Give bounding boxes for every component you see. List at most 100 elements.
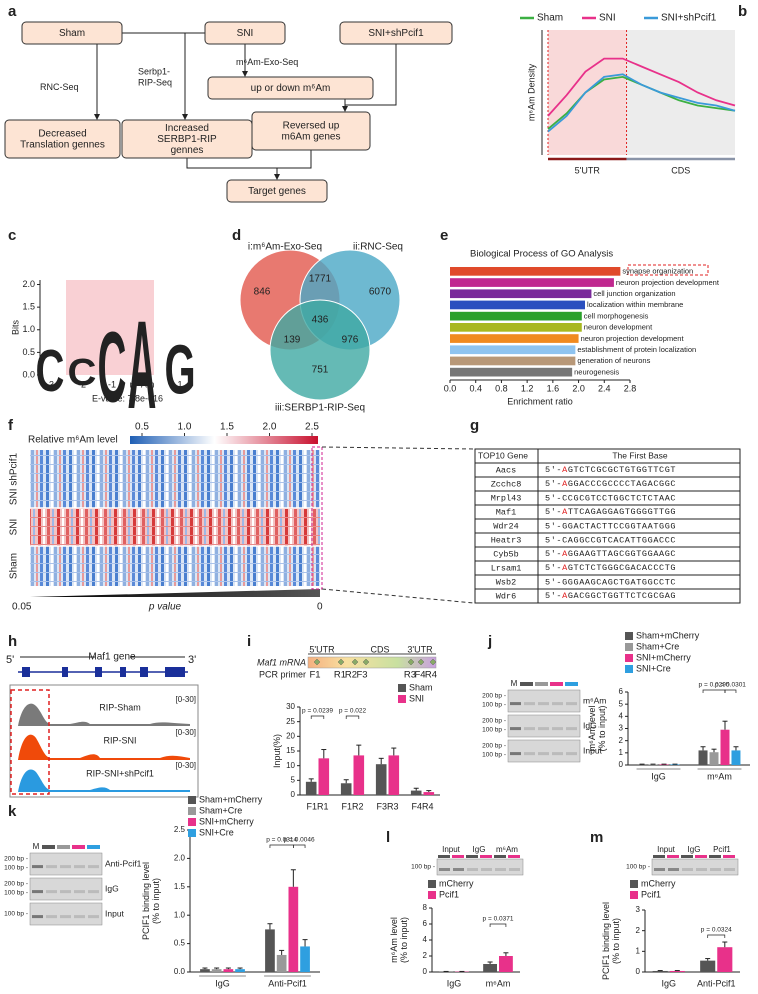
bar [410, 790, 422, 795]
panel-label: d [232, 227, 241, 244]
bar [731, 750, 741, 765]
y-axis-label: Input(%) [272, 734, 282, 768]
y-tick-label: 0 [636, 967, 641, 976]
venn-set [269, 299, 371, 401]
band [439, 868, 450, 871]
region-shade [548, 30, 627, 155]
primer: F4 [414, 670, 425, 681]
band [552, 727, 563, 731]
bar-category: synapse organization [622, 267, 693, 276]
table-cell: 5'-AGACGGCTGGTTCTCGCGAG [545, 591, 676, 601]
y-tick-label: 0.5 [22, 347, 35, 357]
x-tick-label: F4R4 [411, 801, 433, 811]
legend-label: Pcif1 [439, 889, 459, 899]
band [524, 702, 535, 706]
flow-node [226, 179, 328, 203]
band [538, 752, 549, 756]
heatmap-group: SNI shPcif1 [9, 452, 20, 505]
blot [436, 858, 524, 876]
table-header: The First Base [612, 450, 668, 460]
flow-node [339, 21, 453, 45]
bar [300, 946, 310, 972]
y-tick-label: 2.0 [22, 279, 35, 289]
band [32, 865, 43, 869]
lane-color [565, 682, 578, 686]
legend-label: SNI+shPcif1 [661, 13, 717, 24]
panel-label: f [8, 417, 14, 434]
y-tick-label: 3 [636, 905, 641, 914]
colorbar-tick-label: 2.0 [263, 422, 277, 433]
legend-swatch [625, 654, 633, 662]
y-tick-label: 1 [619, 748, 624, 757]
table-cell: Wdr6 [496, 591, 516, 601]
legend-label: mCherry [439, 878, 474, 888]
band [668, 868, 679, 871]
y-tick-label: 2 [636, 926, 641, 935]
band [566, 727, 577, 731]
primer: R2 [345, 670, 357, 681]
bar-category: generation of neurons [577, 356, 650, 365]
flow-node-label-line: gennes [171, 145, 204, 156]
edge-label-line: m⁶Am-Exo-Seq [236, 57, 298, 67]
heatmap-group: SNI [9, 519, 20, 536]
band [60, 865, 71, 869]
p-bracket [724, 689, 737, 693]
venn-set-label: iii:SERBP1-RIP-Seq [275, 403, 365, 414]
x-tick-label: 1.2 [521, 383, 534, 393]
y-tick-label: 6 [423, 919, 428, 928]
pvalue-end: 0.05 [12, 602, 32, 613]
bar-category: establishment of protein localization [577, 345, 696, 354]
band [46, 890, 57, 894]
bar [223, 969, 234, 972]
gene-name: Maf1 gene [88, 652, 136, 663]
bar-category: neuron projection development [616, 278, 720, 287]
bar [648, 764, 658, 765]
panel-label: j [487, 633, 492, 650]
p-bracket [269, 844, 294, 848]
edge-label-line: RNC-Seq [40, 82, 79, 92]
band [710, 868, 721, 871]
venn-count: 751 [312, 365, 329, 376]
bar [450, 300, 585, 310]
y-tick-label: 0 [423, 967, 428, 976]
y-tick-label: 0.0 [174, 967, 186, 976]
colorbar-tick-label: 1.0 [178, 422, 192, 433]
series-line [547, 57, 736, 117]
legend-swatch [188, 796, 196, 804]
x-tick-label: 0.8 [495, 383, 508, 393]
lane-color [709, 855, 721, 858]
table-cell: Lrsam1 [491, 563, 522, 573]
flow-node-label-line: Translation gennes [20, 139, 105, 150]
flow-node-label: Target genes [248, 186, 306, 197]
region-label: CDS [671, 165, 690, 175]
table-frame [474, 448, 741, 604]
logo-letter-group: A [128, 295, 157, 435]
primer: F1 [309, 670, 320, 681]
y-tick-label: 4 [619, 711, 624, 720]
band [46, 865, 57, 869]
bar-category: neuron development [584, 323, 653, 332]
blot [29, 877, 103, 901]
table-cell: 5'-AGGAAGTTAGCGGTGGAAGC [545, 549, 676, 559]
table-header: TOP10 Gene [478, 450, 528, 460]
p-bracket [345, 715, 360, 719]
lane-color [494, 855, 506, 858]
flow-node-label: Sham [59, 28, 85, 39]
x-tick-label: IgG [447, 978, 462, 988]
flow-node-label-line: SNI+shPcif1 [368, 28, 424, 39]
venn-count: 436 [312, 315, 329, 326]
bar [450, 323, 582, 332]
flow-node [204, 21, 286, 45]
table-cell: 5'-AGGACCCGCCCCTAGACGGC [545, 479, 676, 489]
gel-header: IgG [688, 845, 701, 854]
legend-swatch [188, 829, 196, 837]
legend-swatch [625, 665, 633, 673]
y-tick-label: 5 [619, 699, 624, 708]
lane-color [508, 855, 520, 858]
bar [375, 764, 387, 795]
legend-label: SNI+mCherry [636, 652, 691, 662]
y-axis-label: Bits [10, 320, 20, 336]
band [32, 890, 43, 894]
gel-lane: Input [105, 908, 125, 918]
legend-label: Sham+Cre [636, 641, 679, 651]
